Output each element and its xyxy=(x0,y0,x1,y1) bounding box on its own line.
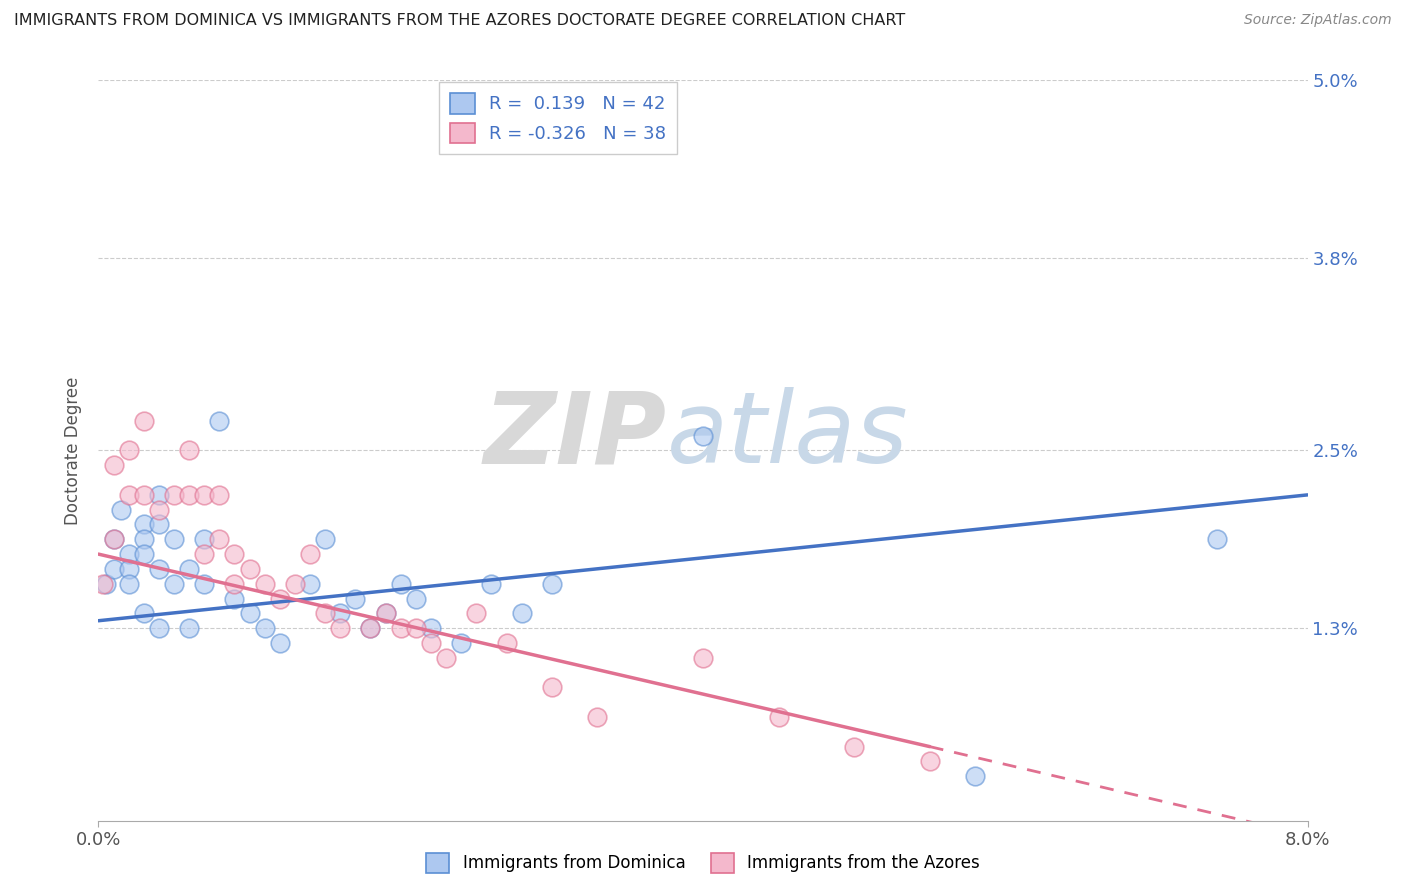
Point xyxy=(389,621,412,635)
Point xyxy=(132,517,155,532)
Point xyxy=(450,636,472,650)
Point xyxy=(110,502,132,516)
Point xyxy=(1206,533,1229,547)
Point xyxy=(360,621,382,635)
Point xyxy=(148,621,170,635)
Point xyxy=(299,576,322,591)
Point xyxy=(103,533,125,547)
Point xyxy=(193,576,215,591)
Point xyxy=(374,607,396,621)
Point xyxy=(193,547,215,561)
Point xyxy=(360,621,382,635)
Point xyxy=(692,428,714,442)
Point xyxy=(344,591,367,606)
Point xyxy=(465,607,488,621)
Legend: R =  0.139   N = 42, R = -0.326   N = 38: R = 0.139 N = 42, R = -0.326 N = 38 xyxy=(439,82,678,154)
Point xyxy=(299,547,322,561)
Text: atlas: atlas xyxy=(666,387,908,484)
Point xyxy=(208,488,231,502)
Point xyxy=(918,755,941,769)
Point xyxy=(148,488,170,502)
Text: Source: ZipAtlas.com: Source: ZipAtlas.com xyxy=(1244,13,1392,28)
Y-axis label: Doctorate Degree: Doctorate Degree xyxy=(65,376,83,524)
Point xyxy=(239,607,262,621)
Point xyxy=(103,458,125,473)
Point xyxy=(329,621,352,635)
Point xyxy=(118,547,141,561)
Point xyxy=(314,607,336,621)
Point xyxy=(148,502,170,516)
Text: IMMIGRANTS FROM DOMINICA VS IMMIGRANTS FROM THE AZORES DOCTORATE DEGREE CORRELAT: IMMIGRANTS FROM DOMINICA VS IMMIGRANTS F… xyxy=(14,13,905,29)
Point xyxy=(374,607,396,621)
Point xyxy=(208,533,231,547)
Point xyxy=(118,488,141,502)
Point xyxy=(132,533,155,547)
Point xyxy=(163,533,186,547)
Point xyxy=(269,636,291,650)
Point xyxy=(163,488,186,502)
Point xyxy=(540,576,562,591)
Point xyxy=(179,488,201,502)
Text: ZIP: ZIP xyxy=(484,387,666,484)
Point xyxy=(103,562,125,576)
Point xyxy=(420,636,443,650)
Point xyxy=(193,488,215,502)
Point xyxy=(163,576,186,591)
Point xyxy=(768,710,790,724)
Point xyxy=(284,576,307,591)
Point xyxy=(118,576,141,591)
Point xyxy=(420,621,443,635)
Point xyxy=(510,607,533,621)
Point xyxy=(495,636,517,650)
Point xyxy=(844,739,866,754)
Point xyxy=(103,533,125,547)
Point xyxy=(118,443,141,458)
Point xyxy=(118,562,141,576)
Point xyxy=(94,576,117,591)
Point xyxy=(132,488,155,502)
Point xyxy=(148,562,170,576)
Point xyxy=(91,576,114,591)
Point xyxy=(179,621,201,635)
Point xyxy=(965,769,987,783)
Point xyxy=(132,547,155,561)
Point xyxy=(405,591,427,606)
Point xyxy=(224,576,246,591)
Point xyxy=(193,533,215,547)
Point xyxy=(586,710,609,724)
Point xyxy=(253,576,276,591)
Point xyxy=(269,591,291,606)
Point xyxy=(179,562,201,576)
Point xyxy=(329,607,352,621)
Point xyxy=(224,591,246,606)
Point xyxy=(253,621,276,635)
Point xyxy=(208,414,231,428)
Point xyxy=(239,562,262,576)
Point xyxy=(132,414,155,428)
Point xyxy=(148,517,170,532)
Point xyxy=(314,533,336,547)
Point xyxy=(692,650,714,665)
Point xyxy=(179,443,201,458)
Point xyxy=(224,547,246,561)
Point xyxy=(389,576,412,591)
Point xyxy=(132,607,155,621)
Point xyxy=(405,621,427,635)
Point xyxy=(481,576,503,591)
Point xyxy=(434,650,457,665)
Point xyxy=(540,681,562,695)
Legend: Immigrants from Dominica, Immigrants from the Azores: Immigrants from Dominica, Immigrants fro… xyxy=(419,847,987,880)
